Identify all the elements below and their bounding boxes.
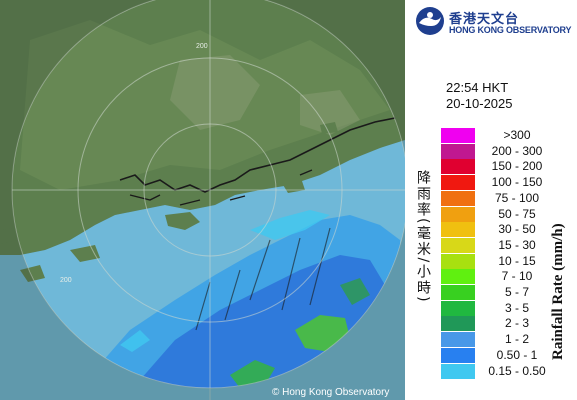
legend-swatch (441, 206, 475, 222)
legend-swatch (441, 253, 475, 269)
legend-range-label: 200 - 300 (491, 143, 543, 158)
logo-name-en: HONG KONG OBSERVATORY (449, 25, 572, 35)
radar-map: 200 200 © Hong Kong Observatory (0, 0, 405, 400)
legend-title-en: Rainfall Rate (mm/h) (550, 223, 566, 360)
observation-time: 22:54 HKT (446, 80, 509, 95)
copyright-text: © Hong Kong Observatory (272, 387, 389, 398)
legend-range-label: 7 - 10 (501, 269, 533, 284)
legend-range-label: 3 - 5 (504, 300, 529, 315)
legend-range-label: 50 - 75 (498, 206, 536, 221)
radar-range-haze (0, 0, 405, 400)
legend-range-label: 75 - 100 (494, 190, 540, 205)
legend-swatch (441, 285, 475, 300)
legend-swatch (441, 347, 475, 363)
legend-swatch (441, 300, 475, 316)
land-highlands (170, 55, 360, 135)
coastline (119, 117, 396, 193)
legend-range-label: 0.15 - 0.50 (488, 363, 546, 378)
legend-range-label: 2 - 3 (504, 316, 529, 331)
legend-swatch (441, 128, 475, 143)
legend-swatch (441, 222, 475, 238)
echo-cyan-fringe (120, 210, 330, 352)
island-east (280, 122, 338, 193)
range-ring-label-1: 200 (196, 43, 208, 50)
legend-range-label: 10 - 15 (498, 253, 536, 268)
hko-logo: 香港天文台 HONG KONG OBSERVATORY (415, 6, 575, 40)
legend-range-label: 5 - 7 (504, 285, 529, 299)
legend-title-zh: 降雨率(毫米/小時) (415, 170, 431, 304)
legend-swatch (441, 316, 475, 332)
legend-range-label: 30 - 50 (498, 222, 536, 237)
observation-date: 20-10-2025 (446, 96, 513, 111)
logo-name-zh: 香港天文台 (449, 12, 520, 27)
legend-swatch (441, 363, 475, 379)
coastline-islands (129, 169, 313, 206)
island-west (0, 228, 100, 282)
legend-range-label: 1 - 2 (504, 332, 529, 347)
side-panel: 香港天文台 HONG KONG OBSERVATORY 22:54 HKT 20… (405, 0, 577, 400)
legend-swatch (441, 332, 475, 348)
hko-logo-icon (416, 7, 444, 35)
echo-streaks (195, 227, 331, 331)
legend-swatch (441, 159, 475, 175)
legend-range-label: >300 (503, 128, 531, 142)
legend-swatch (441, 269, 475, 285)
legend-swatch (441, 143, 475, 159)
island-lantau (165, 212, 200, 230)
range-rings (11, 0, 405, 400)
legend-swatch (441, 237, 475, 253)
legend-swatch (441, 190, 475, 206)
legend-range-label: 100 - 150 (491, 175, 543, 190)
range-ring-label-2: 200 (60, 277, 72, 284)
legend-range-label: 150 - 200 (491, 159, 543, 174)
legend-swatch (441, 175, 475, 191)
rainfall-legend: >300 200 - 300 150 - 200 100 - 150 75 - 100 5… (441, 128, 577, 380)
echo-green-3 (340, 278, 370, 305)
legend-range-label: 0.50 - 1 (496, 347, 538, 362)
legend-range-label: 15 - 30 (498, 237, 536, 252)
